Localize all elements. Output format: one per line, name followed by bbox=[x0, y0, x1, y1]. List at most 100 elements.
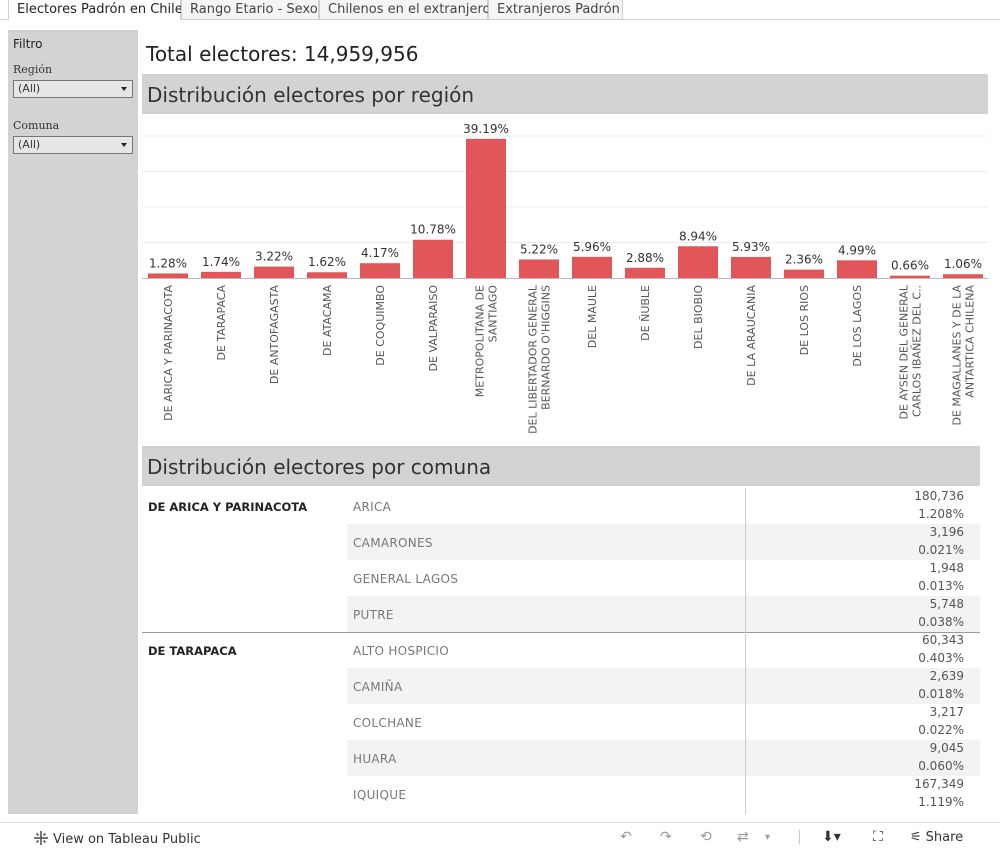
bar-value-label: 39.19% bbox=[463, 122, 509, 136]
comuna-percent: 0.403% bbox=[918, 651, 964, 665]
comuna-name[interactable]: CAMIÑA bbox=[353, 680, 403, 694]
refresh-menu-caret-icon[interactable]: ▾ bbox=[765, 832, 771, 843]
comuna-name[interactable]: COLCHANE bbox=[353, 716, 423, 730]
region-filter-value: (All) bbox=[18, 82, 41, 95]
undo-icon[interactable]: ↶ bbox=[620, 829, 632, 845]
comuna-percent: 0.022% bbox=[918, 723, 964, 737]
comuna-count: 167,349 bbox=[914, 777, 964, 791]
row-stripe bbox=[347, 740, 980, 776]
region-filter-label: Región bbox=[13, 63, 53, 76]
comuna-name[interactable]: ALTO HOSPICIO bbox=[353, 644, 449, 658]
bar[interactable] bbox=[307, 272, 347, 278]
comuna-percent: 0.038% bbox=[918, 615, 964, 629]
view-on-tableau-label: View on Tableau Public bbox=[53, 832, 201, 847]
group-divider bbox=[142, 631, 980, 633]
region-section-header: Distribución electores por región bbox=[142, 74, 988, 114]
category-tick-label: DEL BIOBIO bbox=[692, 285, 705, 349]
bar[interactable] bbox=[360, 263, 400, 278]
bar[interactable] bbox=[731, 256, 771, 278]
redo-icon[interactable]: ↷ bbox=[660, 829, 672, 845]
region-name: DE TARAPACA bbox=[148, 644, 237, 658]
category-tick-label: ANTARTICA CHILENA bbox=[964, 285, 977, 398]
dropdown-caret-icon bbox=[121, 87, 127, 91]
bar[interactable] bbox=[837, 260, 877, 278]
row-stripe bbox=[347, 524, 980, 560]
comuna-section-header: Distribución electores por comuna bbox=[142, 446, 980, 486]
refresh-icon[interactable]: ⇄ bbox=[737, 829, 749, 845]
bar-value-label: 5.96% bbox=[573, 240, 611, 254]
category-tick-label: DE LA ARAUCANIA bbox=[745, 285, 758, 386]
tab-rango-etario-sexo[interactable]: Rango Etario - Sexo bbox=[181, 0, 319, 20]
comuna-count: 2,639 bbox=[929, 669, 964, 683]
comuna-table: ARICA 180,736 1.208% CAMARONES 3,196 0.021% GE… bbox=[142, 488, 980, 814]
tab-chilenos-extranjero[interactable]: Chilenos en el extranjero bbox=[319, 0, 490, 20]
divider: | bbox=[797, 829, 802, 845]
comuna-count: 3,217 bbox=[929, 705, 964, 719]
comuna-percent: 0.021% bbox=[918, 543, 964, 557]
comuna-name[interactable]: IQUIQUE bbox=[353, 788, 407, 802]
category-tick-label: CARLOS IBAÑEZ DEL C.. bbox=[911, 285, 924, 417]
share-button[interactable]: ⚟ Share bbox=[910, 830, 963, 845]
category-tick-label: DEL LIBERTADOR GENERAL bbox=[527, 284, 540, 434]
comuna-filter-label: Comuna bbox=[13, 119, 60, 132]
comuna-name[interactable]: CAMARONES bbox=[353, 536, 433, 550]
category-tick-label: DE VALPARAISO bbox=[427, 285, 440, 372]
bar-value-label: 0.66% bbox=[891, 259, 929, 273]
category-tick-label: SANTIAGO bbox=[487, 285, 500, 343]
bar[interactable] bbox=[943, 274, 983, 278]
category-tick-label: DE ÑUBLE bbox=[639, 285, 652, 341]
comuna-name[interactable]: HUARA bbox=[353, 752, 397, 766]
tableau-footer: View on Tableau Public ↶ ↷ ⟲ ⇄ ▾ | ⬇▾ ⛶ … bbox=[0, 822, 1000, 850]
comuna-percent: 1.119% bbox=[918, 795, 964, 809]
comuna-filter-select[interactable]: (All) bbox=[13, 136, 133, 154]
comuna-count: 180,736 bbox=[914, 489, 964, 503]
bar[interactable] bbox=[572, 256, 612, 278]
view-on-tableau-button[interactable]: View on Tableau Public bbox=[33, 830, 201, 847]
category-tick-label: DEL MAULE bbox=[586, 285, 599, 348]
fullscreen-icon[interactable]: ⛶ bbox=[873, 829, 883, 845]
bar[interactable] bbox=[466, 138, 506, 278]
tableau-logo-icon bbox=[34, 831, 48, 845]
bar[interactable] bbox=[890, 275, 930, 278]
filter-panel: Filtro Región (All) Comuna (All) bbox=[8, 30, 138, 814]
comuna-name[interactable]: PUTRE bbox=[353, 608, 394, 622]
comuna-name[interactable]: GENERAL LAGOS bbox=[353, 572, 459, 586]
bar[interactable] bbox=[784, 269, 824, 278]
bar[interactable] bbox=[254, 266, 294, 278]
category-tick-label: DE TARAPACA bbox=[215, 285, 228, 361]
total-electores: Total electores: 14,959,956 bbox=[146, 42, 419, 66]
bar-value-label: 4.99% bbox=[838, 243, 876, 257]
tab-extranjeros-padron[interactable]: Extranjeros Padrón bbox=[488, 0, 623, 20]
row-stripe bbox=[347, 668, 980, 704]
region-filter-select[interactable]: (All) bbox=[13, 80, 133, 98]
comuna-percent: 0.013% bbox=[918, 579, 964, 593]
category-tick-label: DE COQUIMBO bbox=[374, 285, 387, 366]
comuna-count: 1,948 bbox=[929, 561, 964, 575]
bar[interactable] bbox=[625, 267, 665, 278]
download-icon[interactable]: ⬇▾ bbox=[822, 829, 841, 845]
bar-value-label: 4.17% bbox=[361, 246, 399, 260]
revert-icon[interactable]: ⟲ bbox=[700, 829, 712, 845]
comuna-count: 9,045 bbox=[929, 741, 964, 755]
category-tick-label: DE LOS RIOS bbox=[798, 285, 811, 355]
bar-value-label: 10.78% bbox=[410, 223, 456, 237]
category-tick-label: DE MAGALLANES Y DE LA bbox=[951, 285, 964, 426]
bar[interactable] bbox=[413, 239, 453, 278]
bar-value-label: 2.88% bbox=[626, 251, 664, 265]
comuna-count: 60,343 bbox=[922, 633, 964, 647]
tab-electores-padron-chile[interactable]: Electores Padrón en Chile bbox=[8, 0, 183, 20]
comuna-name[interactable]: ARICA bbox=[353, 500, 392, 514]
comuna-count: 3,196 bbox=[929, 525, 964, 539]
bar-value-label: 5.93% bbox=[732, 240, 770, 254]
column-divider bbox=[745, 488, 746, 814]
bar-value-label: 1.06% bbox=[944, 257, 982, 271]
bar[interactable] bbox=[678, 246, 718, 278]
category-tick-label: DE AYSEN DEL GENERAL bbox=[898, 284, 911, 419]
bar[interactable] bbox=[201, 271, 241, 278]
dropdown-caret-icon bbox=[121, 143, 127, 147]
bar[interactable] bbox=[519, 259, 559, 278]
share-icon: ⚟ bbox=[910, 830, 922, 845]
category-tick-label: DE ATACAMA bbox=[321, 285, 334, 356]
category-tick-label: BERNARDO O'HIGGINS bbox=[540, 285, 553, 410]
bar[interactable] bbox=[148, 273, 188, 278]
